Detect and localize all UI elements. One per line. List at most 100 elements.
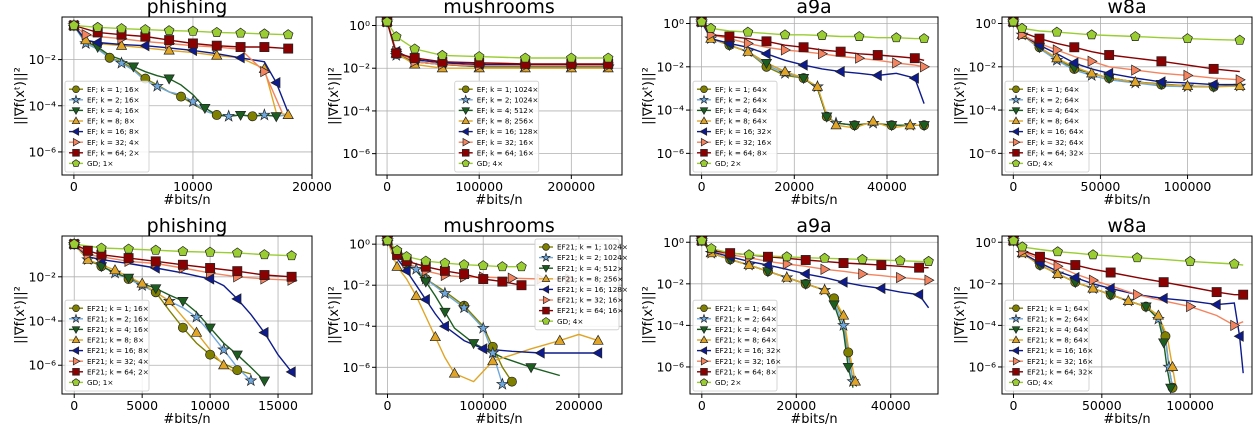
y-tick-label: 10⁻⁴ bbox=[968, 318, 996, 333]
data-point bbox=[743, 249, 755, 260]
data-point bbox=[779, 29, 791, 40]
data-point bbox=[1210, 298, 1221, 311]
data-point bbox=[760, 58, 773, 70]
data-point bbox=[68, 19, 80, 30]
legend-entry: EF; k = 16; 8× bbox=[87, 127, 140, 136]
data-point bbox=[828, 300, 840, 311]
data-point bbox=[516, 280, 527, 291]
data-point bbox=[231, 293, 242, 305]
data-point bbox=[204, 246, 216, 257]
data-point bbox=[1008, 17, 1019, 27]
data-point bbox=[177, 297, 189, 308]
chart-panel-8: 0 50000 100000 10⁻⁶ 10⁻⁴ 10⁻² 10⁰ w8a #bits/n ||∇… bbox=[953, 215, 1253, 427]
chart-panel-7: 0 20000 40000 10⁻⁶ 10⁻⁴ 10⁻² 10⁰ a9a #bits/n ||∇f… bbox=[641, 215, 939, 427]
legend-marker bbox=[699, 116, 709, 125]
data-point bbox=[525, 363, 537, 374]
legend-marker bbox=[1011, 116, 1021, 125]
legend-marker bbox=[1011, 159, 1021, 167]
data-point bbox=[1034, 33, 1045, 44]
data-point bbox=[401, 251, 412, 261]
legend-entry: EF; k = 1; 64× bbox=[1027, 85, 1080, 94]
data-point bbox=[1105, 267, 1116, 278]
data-point bbox=[760, 48, 771, 60]
data-point bbox=[830, 119, 842, 130]
legend-marker bbox=[1012, 304, 1020, 312]
legend-entry: EF21; k = 32; 4× bbox=[87, 357, 149, 366]
legend-marker bbox=[700, 85, 708, 93]
y-axis-label: ||∇f(xᵗ)||² bbox=[953, 286, 968, 344]
legend-marker bbox=[71, 378, 81, 386]
legend-marker bbox=[1010, 313, 1022, 324]
data-point bbox=[1184, 255, 1196, 266]
data-point bbox=[1235, 74, 1246, 86]
plot-frame bbox=[689, 16, 939, 176]
legend-marker bbox=[71, 116, 81, 125]
data-point bbox=[282, 108, 294, 119]
series-line-8 bbox=[73, 24, 289, 36]
data-point bbox=[127, 62, 140, 73]
y-axis-label: ||∇f(xᵗ)||² bbox=[13, 67, 28, 125]
data-point bbox=[799, 268, 810, 280]
data-point bbox=[797, 59, 808, 71]
legend-marker bbox=[699, 335, 709, 344]
legend-entry: EF21; k = 2; 16× bbox=[87, 314, 149, 323]
data-point bbox=[1182, 33, 1193, 44]
data-point bbox=[761, 36, 772, 47]
data-point bbox=[270, 112, 282, 123]
data-point bbox=[136, 277, 148, 288]
legend-entry: EF; k = 8; 256× bbox=[477, 117, 534, 126]
data-point bbox=[205, 263, 216, 273]
data-point bbox=[163, 25, 175, 36]
data-point bbox=[819, 252, 830, 263]
data-point bbox=[109, 264, 121, 275]
legend-box bbox=[692, 299, 778, 392]
legend-marker bbox=[699, 127, 708, 136]
legend-marker bbox=[1011, 346, 1020, 355]
x-tick-label: 40000 bbox=[871, 398, 911, 413]
y-tick-label: 10⁻⁴ bbox=[28, 98, 56, 113]
data-point bbox=[282, 29, 294, 40]
data-point bbox=[477, 343, 488, 355]
data-point bbox=[211, 26, 223, 37]
data-point bbox=[439, 265, 450, 276]
x-tick-label: 15000 bbox=[258, 398, 298, 413]
plot-area bbox=[67, 237, 298, 387]
data-point bbox=[232, 365, 243, 376]
legend-entry: EF; k = 64; 2× bbox=[87, 148, 140, 157]
series-line-8 bbox=[1012, 21, 1240, 41]
data-point bbox=[816, 29, 828, 40]
x-tick-label: 20000 bbox=[292, 179, 332, 194]
chart-panel-4: 0 50000 100000 10⁻⁶ 10⁻⁴ 10⁻² 10⁰ w8a #bits/n ||∇… bbox=[953, 0, 1253, 208]
legend-marker bbox=[461, 149, 470, 157]
data-point bbox=[918, 121, 930, 132]
data-point bbox=[1152, 309, 1164, 320]
legend-entry: EF; k = 4; 16× bbox=[87, 106, 140, 115]
data-point bbox=[259, 270, 270, 280]
x-tick-label: 100000 bbox=[455, 179, 503, 194]
data-point bbox=[892, 57, 903, 69]
legend-marker bbox=[461, 127, 469, 136]
chart-panel-2: 0 100000 200000 10⁻⁶ 10⁻⁴ 10⁻² 10⁰ mushrooms #bi… bbox=[327, 0, 623, 208]
data-point bbox=[448, 367, 461, 378]
y-axis-label: ||∇f(xᵗ)||² bbox=[641, 286, 656, 344]
data-point bbox=[554, 334, 566, 345]
legend-entry: EF; k = 2; 16× bbox=[87, 95, 140, 104]
data-point bbox=[1069, 42, 1080, 53]
data-point bbox=[391, 48, 402, 59]
legend-entry: EF21; k = 4; 64× bbox=[1027, 325, 1089, 334]
data-point bbox=[1181, 79, 1194, 91]
legend-marker bbox=[699, 346, 708, 355]
data-point bbox=[875, 282, 886, 295]
data-point bbox=[217, 342, 231, 356]
data-point bbox=[457, 300, 471, 314]
data-point bbox=[459, 269, 470, 279]
data-point bbox=[696, 17, 707, 27]
y-tick-label: 10⁻⁶ bbox=[28, 358, 56, 373]
x-tick-label: 0 bbox=[1009, 179, 1017, 194]
plot-frame bbox=[1001, 16, 1253, 176]
x-axis-label: #bits/n bbox=[163, 193, 210, 208]
data-point bbox=[285, 366, 296, 378]
legend-entry: GD; 2× bbox=[715, 378, 741, 387]
chart-panel-3: 0 20000 40000 10⁻⁶ 10⁻⁴ 10⁻² 10⁰ a9a #bits/n ||∇f… bbox=[641, 0, 939, 208]
legend-entry: EF21; k = 16; 8× bbox=[87, 346, 149, 355]
